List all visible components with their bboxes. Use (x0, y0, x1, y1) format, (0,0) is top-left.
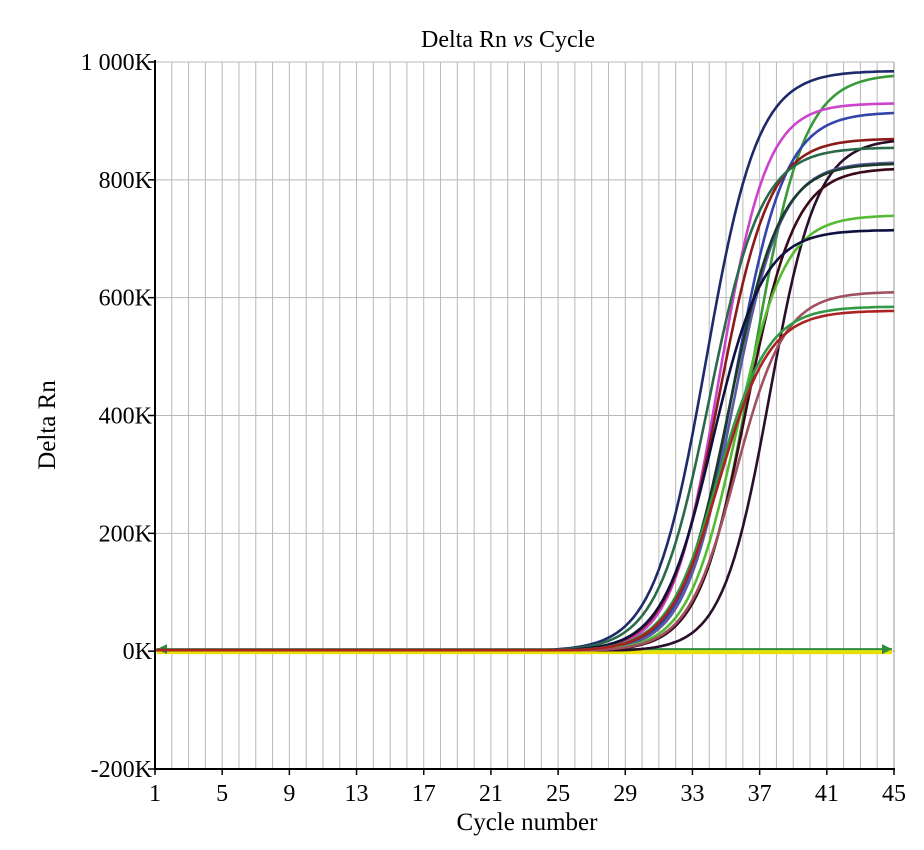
y-tick-label: 1 000K (81, 50, 153, 76)
chart-title: Delta Rn vs Cycle (421, 27, 595, 53)
x-tick-labels: 1 5 9 13 17 21 25 29 33 37 41 45 (149, 781, 906, 807)
y-tick-label: -200K (91, 757, 153, 783)
axes (148, 60, 895, 775)
x-axis-label: Cycle number (457, 809, 599, 836)
x-tick-label: 29 (613, 781, 637, 807)
x-tick-label: 25 (546, 781, 570, 807)
y-tick-label: 400K (99, 404, 153, 430)
amplification-curve-15 (155, 309, 894, 652)
chart-title-part-1: Delta Rn (421, 27, 513, 53)
chart-title-part-2: Cycle (533, 27, 595, 53)
chart-title-italic-part: vs (513, 27, 533, 53)
y-tick-label: 200K (99, 521, 153, 547)
x-tick-label: 5 (216, 781, 228, 807)
x-tick-label: 21 (479, 781, 503, 807)
y-tick-labels: -200K 0K 200K 400K 600K 800K 1 000K (81, 50, 153, 783)
grid-lines (155, 61, 895, 770)
y-axis-label: Delta Rn (34, 380, 61, 470)
x-tick-label: 33 (680, 781, 704, 807)
x-tick-label: 17 (412, 781, 436, 807)
x-tick-label: 13 (345, 781, 369, 807)
x-tick-label: 41 (815, 781, 839, 807)
x-tick-label: 1 (149, 781, 161, 807)
y-tick-label: 0K (123, 639, 153, 665)
x-tick-label: 37 (748, 781, 772, 807)
threshold-handle-right (882, 644, 892, 655)
y-tick-label: 600K (99, 286, 153, 312)
amplification-curves (155, 70, 895, 652)
y-tick-label: 800K (99, 168, 153, 194)
x-tick-label: 9 (283, 781, 295, 807)
x-tick-label: 45 (882, 781, 906, 807)
